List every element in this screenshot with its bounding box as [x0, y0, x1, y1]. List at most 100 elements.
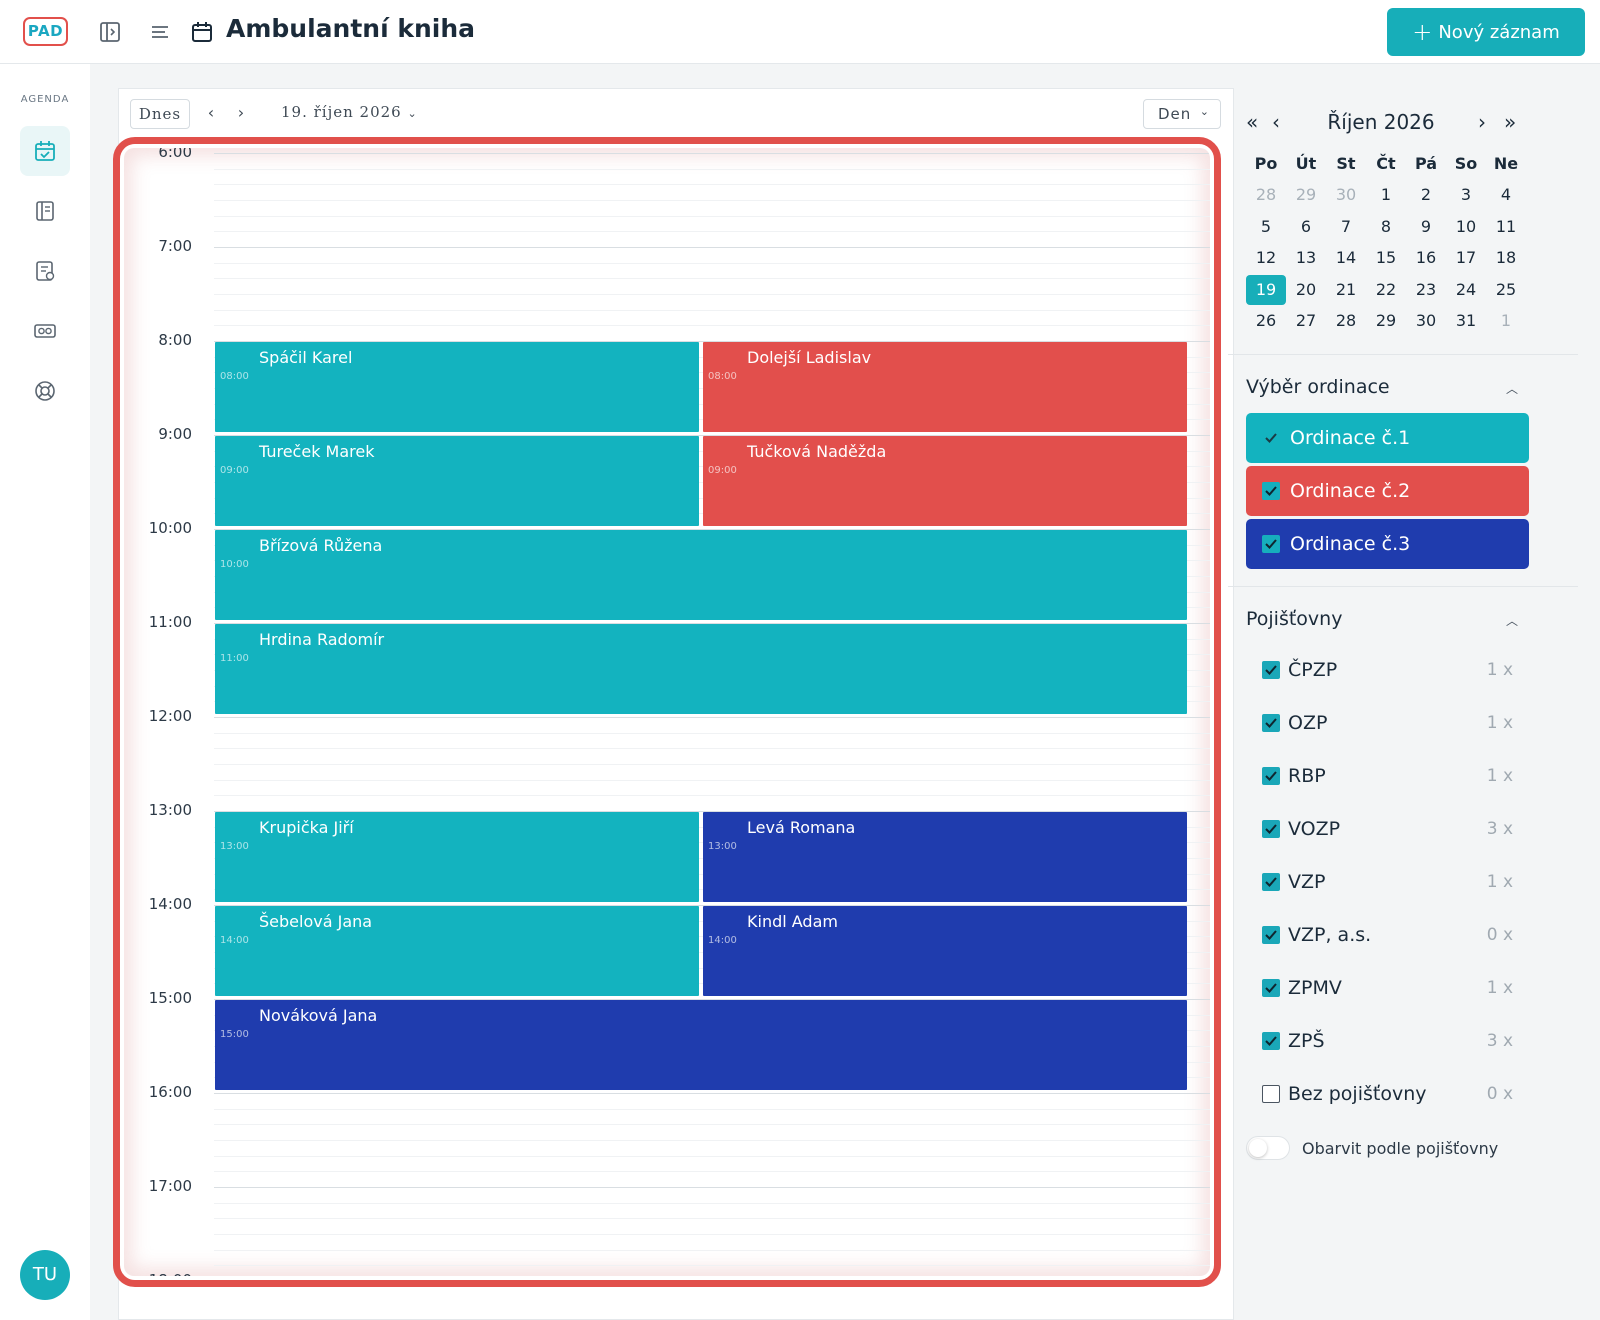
- calendar-day[interactable]: 28: [1335, 311, 1357, 330]
- ordinace-option[interactable]: Ordinace č.2: [1246, 466, 1529, 516]
- new-record-label: Nový záznam: [1438, 21, 1560, 43]
- new-record-button[interactable]: + Nový záznam: [1387, 8, 1585, 56]
- insurance-option[interactable]: ZPMV 1 x: [1246, 963, 1529, 1013]
- appointment[interactable]: Nováková Jana 15:00: [215, 1000, 1187, 1090]
- prev-year-icon[interactable]: «: [1246, 110, 1259, 134]
- appointment-name: Břízová Růžena: [259, 536, 383, 555]
- calendar-day[interactable]: 11: [1495, 216, 1517, 236]
- insurance-option[interactable]: Bez pojišťovny 0 x: [1246, 1069, 1529, 1119]
- prev-day-icon[interactable]: ‹: [207, 103, 215, 122]
- calendar-day[interactable]: 24: [1455, 279, 1477, 299]
- user-avatar[interactable]: TU: [20, 1250, 70, 1300]
- hour-label: 8:00: [158, 331, 192, 349]
- appointment[interactable]: Kindl Adam 14:00: [703, 906, 1187, 996]
- calendar-day[interactable]: 15: [1375, 248, 1397, 267]
- appointment[interactable]: Břízová Růžena 10:00: [215, 530, 1187, 620]
- slot-line: [214, 1140, 1210, 1141]
- calendar-day[interactable]: 20: [1295, 279, 1317, 299]
- appointment[interactable]: Dolejší Ladislav 08:00: [703, 342, 1187, 432]
- calendar-day[interactable]: 21: [1335, 279, 1357, 299]
- calendar-day[interactable]: 30: [1415, 311, 1437, 330]
- calendar-day[interactable]: 10: [1455, 216, 1477, 236]
- appointment[interactable]: Levá Romana 13:00: [703, 812, 1187, 902]
- ordinace-option[interactable]: Ordinace č.1: [1246, 413, 1529, 463]
- calendar-day[interactable]: 23: [1415, 279, 1437, 299]
- hour-label: 13:00: [148, 801, 192, 819]
- calendar-day[interactable]: 30: [1335, 185, 1357, 204]
- view-selector[interactable]: Den ⌄: [1143, 99, 1221, 129]
- calendar-day[interactable]: 5: [1260, 216, 1272, 236]
- next-day-icon[interactable]: ›: [237, 103, 245, 122]
- appointment-time: 08:00: [708, 371, 737, 382]
- sidebar-toggle-icon[interactable]: [96, 18, 124, 46]
- calendar-day[interactable]: 25: [1495, 279, 1517, 299]
- calendar-day[interactable]: 12: [1255, 248, 1277, 267]
- checkbox-checked-icon: [1262, 1032, 1280, 1050]
- app-logo[interactable]: PAD: [23, 17, 68, 46]
- today-button[interactable]: Dnes: [130, 99, 190, 129]
- calendar-day[interactable]: 2: [1420, 185, 1432, 204]
- prev-month-icon[interactable]: ‹: [1272, 110, 1280, 134]
- insurance-option[interactable]: VOZP 3 x: [1246, 804, 1529, 854]
- calendar-day[interactable]: 1: [1500, 311, 1512, 330]
- calendar-day[interactable]: 1: [1380, 185, 1392, 204]
- calendar-day[interactable]: 8: [1380, 216, 1392, 236]
- ordinace-option[interactable]: Ordinace č.3: [1246, 519, 1529, 569]
- collapse-icon[interactable]: ︿: [1505, 382, 1518, 396]
- checkbox-checked-icon: [1262, 767, 1280, 785]
- calendar-day[interactable]: 28: [1255, 185, 1277, 204]
- calendar-day[interactable]: 29: [1295, 185, 1317, 204]
- appointment[interactable]: Spáčil Karel 08:00: [215, 342, 699, 432]
- insurance-option[interactable]: VZP 1 x: [1246, 857, 1529, 907]
- calendar-day[interactable]: 19: [1246, 274, 1286, 305]
- collapse-icon[interactable]: ︿: [1505, 614, 1518, 628]
- date-selector[interactable]: 19. říjen 2026 ⌄: [281, 103, 418, 121]
- appointment[interactable]: Šebelová Jana 14:00: [215, 906, 699, 996]
- hour-label: 6:00: [158, 148, 192, 161]
- calendar-day[interactable]: 3: [1460, 185, 1472, 204]
- calendar-day[interactable]: 9: [1420, 216, 1432, 236]
- insurance-option[interactable]: ZPŠ 3 x: [1246, 1016, 1529, 1066]
- appointment[interactable]: Tureček Marek 09:00: [215, 436, 699, 526]
- sidebar-item-calendar[interactable]: [20, 126, 70, 176]
- sidebar-item-book[interactable]: [20, 186, 70, 236]
- calendar-day[interactable]: 26: [1255, 311, 1277, 330]
- appointment[interactable]: Krupička Jiří 13:00: [215, 812, 699, 902]
- insurance-option[interactable]: OZP 1 x: [1246, 698, 1529, 748]
- next-year-icon[interactable]: »: [1504, 110, 1517, 134]
- slot-line: [214, 1249, 1210, 1251]
- calendar-day[interactable]: 27: [1295, 311, 1317, 330]
- calendar-day[interactable]: 13: [1295, 248, 1317, 267]
- insurance-label: VZP, a.s.: [1288, 924, 1372, 946]
- time-grid[interactable]: 6:00 7:00 8:00 9:00 10:00 11:00 12:00 13:00 14:0…: [124, 148, 1210, 1276]
- calendar-day[interactable]: 17: [1455, 248, 1477, 267]
- next-month-icon[interactable]: ›: [1478, 110, 1486, 134]
- menu-icon[interactable]: [146, 18, 174, 46]
- calendar-day[interactable]: 14: [1335, 248, 1357, 267]
- calendar-day[interactable]: 16: [1415, 248, 1437, 267]
- color-by-insurance-toggle[interactable]: [1246, 1136, 1290, 1160]
- appointment-time: 09:00: [708, 465, 737, 476]
- calendar-day[interactable]: 31: [1455, 311, 1477, 330]
- mini-calendar-title: Říjen 2026: [1327, 110, 1435, 134]
- appointment[interactable]: Hrdina Radomír 11:00: [215, 624, 1187, 714]
- calendar-day[interactable]: 6: [1300, 216, 1312, 236]
- sidebar-item-support[interactable]: [20, 366, 70, 416]
- sidebar-item-cards[interactable]: [20, 306, 70, 356]
- appointment-time: 08:00: [220, 371, 249, 382]
- checkbox-checked-icon: [1262, 926, 1280, 944]
- calendar-day[interactable]: 18: [1495, 248, 1517, 267]
- calendar-day[interactable]: 7: [1340, 216, 1352, 236]
- slot-line: [214, 1124, 1210, 1126]
- insurance-option[interactable]: VZP, a.s. 0 x: [1246, 910, 1529, 960]
- appointment[interactable]: Tučková Naděžda 09:00: [703, 436, 1187, 526]
- insurance-option[interactable]: ČPZP 1 x: [1246, 645, 1529, 695]
- insurance-option[interactable]: RBP 1 x: [1246, 751, 1529, 801]
- slot-line: [214, 1171, 1210, 1173]
- calendar-day[interactable]: 4: [1500, 185, 1512, 204]
- calendar-day[interactable]: 29: [1375, 311, 1397, 330]
- sidebar-item-records[interactable]: [20, 246, 70, 296]
- appointment-name: Šebelová Jana: [259, 912, 373, 931]
- calendar-day[interactable]: 22: [1375, 279, 1397, 299]
- hour-label: 17:00: [148, 1177, 192, 1195]
